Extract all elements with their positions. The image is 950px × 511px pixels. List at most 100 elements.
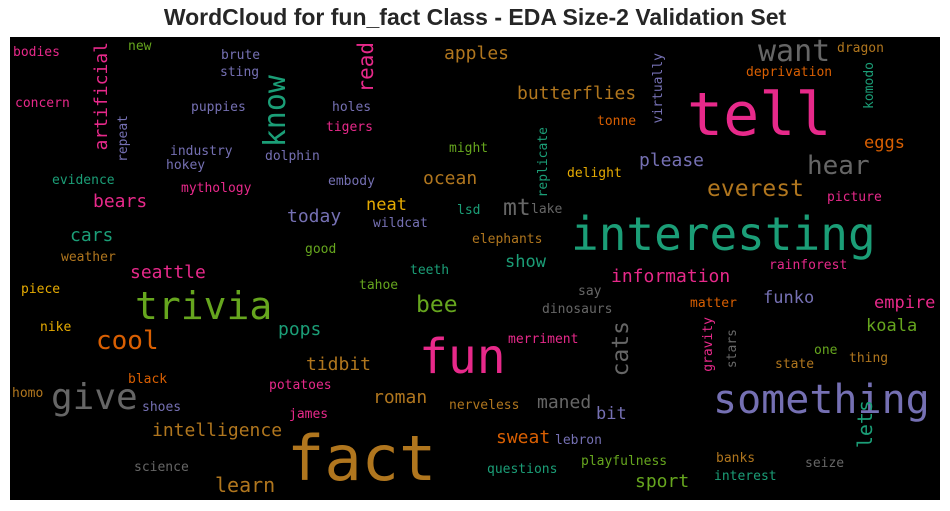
word: sport [635, 471, 690, 492]
word: homo [12, 386, 44, 401]
word: apples [444, 43, 510, 64]
word: tahoe [359, 278, 399, 293]
word: say [578, 284, 602, 299]
word: hear [807, 151, 870, 181]
word: mt [503, 195, 531, 221]
word: nike [40, 320, 72, 335]
word-cloud: fact interesting tell fun trivia somethi… [10, 37, 940, 500]
word: tigers [326, 120, 373, 135]
word: artificial [91, 42, 112, 151]
word: lets [853, 400, 877, 449]
word: weather [61, 250, 116, 265]
word: virtually [651, 53, 666, 124]
word: show [505, 252, 546, 272]
word: tidbit [306, 354, 372, 375]
word: dolphin [265, 149, 320, 164]
word: lebron [555, 433, 602, 448]
word: lsd [457, 203, 481, 218]
word: embody [328, 174, 375, 189]
word: fun [419, 329, 506, 385]
word: funko [763, 288, 815, 308]
word: intelligence [152, 420, 283, 441]
word: learn [215, 473, 276, 497]
word: information [611, 266, 731, 287]
word: trivia [135, 284, 273, 328]
word: please [639, 150, 705, 171]
word: wildcat [373, 216, 428, 231]
word: maned [537, 392, 592, 413]
word: sweat [496, 427, 551, 448]
word: tonne [597, 114, 637, 129]
word: bears [93, 191, 148, 212]
word: today [287, 206, 342, 227]
word: know [258, 75, 293, 148]
word: interesting [571, 207, 876, 261]
word: questions [487, 462, 558, 477]
word: ocean [423, 168, 478, 189]
word: james [289, 407, 329, 422]
word: empire [874, 293, 936, 313]
word: dragon [837, 41, 884, 56]
word: might [449, 141, 489, 156]
word: banks [716, 451, 756, 466]
word: replicate [536, 127, 551, 198]
word: science [134, 460, 189, 475]
word: dinosaurs [542, 302, 613, 317]
word: repeat [116, 115, 131, 162]
word: stars [725, 329, 740, 369]
word: koala [866, 316, 918, 336]
word: bodies [13, 45, 60, 60]
word: butterflies [517, 83, 637, 104]
word: potatoes [269, 378, 332, 393]
word: tell [687, 80, 832, 150]
word: one [814, 343, 838, 358]
word: gravity [701, 317, 716, 372]
word: black [128, 372, 168, 387]
word: cars [70, 225, 114, 246]
word: cool [96, 326, 159, 356]
word: merriment [508, 332, 579, 347]
word: good [305, 242, 337, 257]
word: rainforest [769, 258, 848, 273]
word: deprivation [746, 65, 833, 80]
word: komodo [862, 62, 877, 109]
word: playfulness [581, 454, 668, 469]
word: hokey [166, 158, 206, 173]
word: matter [690, 296, 737, 311]
word: industry [170, 144, 233, 159]
word: puppies [191, 100, 246, 115]
figure-title: WordCloud for fun_fact Class - EDA Size-… [163, 4, 787, 30]
word: sting [220, 65, 260, 80]
word: concern [15, 96, 70, 111]
word: brute [221, 48, 261, 63]
word: state [775, 357, 815, 372]
word: teeth [410, 263, 450, 278]
word: seattle [130, 262, 206, 283]
word: want [758, 37, 831, 69]
word: eggs [864, 133, 905, 153]
word: evidence [52, 173, 115, 188]
word: pops [278, 319, 322, 340]
word: piece [21, 282, 61, 297]
word: thing [849, 351, 889, 366]
word: delight [567, 166, 622, 181]
word: picture [827, 190, 882, 205]
word: everest [707, 176, 804, 202]
word: mythology [181, 181, 252, 196]
word: neat [366, 195, 407, 215]
word: bit [596, 404, 627, 424]
word: interest [714, 469, 777, 484]
word: seize [805, 456, 845, 471]
word: lake [531, 202, 563, 217]
word: bee [416, 292, 458, 318]
word: give [51, 377, 138, 418]
word: elephants [472, 232, 543, 247]
word: new [128, 39, 152, 54]
word: something [713, 377, 930, 423]
word: cats [608, 321, 634, 377]
word: roman [373, 387, 428, 408]
word: fact [287, 422, 437, 495]
word: read [354, 42, 378, 93]
word: shoes [142, 400, 182, 415]
word: nerveless [449, 398, 520, 413]
